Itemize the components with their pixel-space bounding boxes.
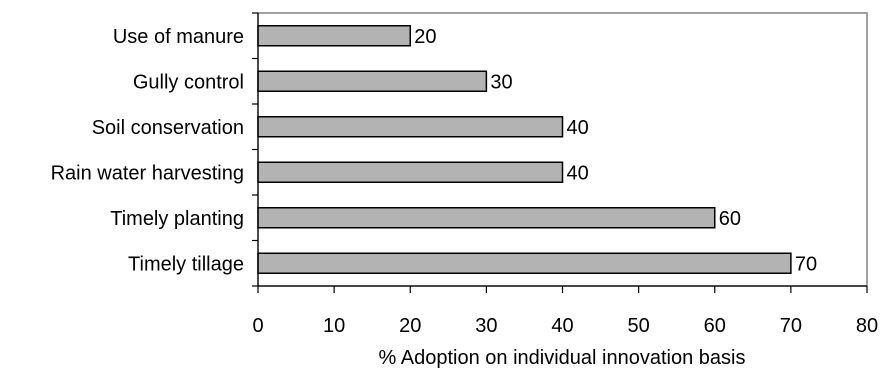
category-label: Timely planting — [110, 208, 244, 230]
y-axis-ticks — [252, 12, 258, 287]
category-labels: Use of manure Gully control Soil conservat… — [51, 26, 244, 276]
data-label: 40 — [567, 162, 589, 184]
x-tick-label: 0 — [252, 315, 263, 337]
category-label: Gully control — [133, 71, 244, 93]
bar — [257, 161, 564, 183]
x-tick-label: 70 — [780, 315, 802, 337]
bar — [257, 116, 564, 138]
data-label: 70 — [795, 253, 817, 275]
x-tick-label: 10 — [323, 315, 345, 337]
x-tick-label: 20 — [399, 315, 421, 337]
data-label: 40 — [567, 117, 589, 139]
data-label: 30 — [490, 71, 512, 93]
x-axis-ticks: 0 10 20 30 40 50 60 70 80 — [252, 286, 878, 337]
category-label: Timely tillage — [128, 253, 244, 275]
bars-group — [257, 25, 792, 274]
data-labels: 20 30 40 40 60 70 — [414, 26, 817, 276]
data-label: 60 — [719, 208, 741, 230]
category-label: Soil conservation — [92, 117, 244, 139]
x-tick-label: 40 — [551, 315, 573, 337]
x-tick-label: 80 — [856, 315, 878, 337]
plot-frame — [257, 12, 868, 287]
x-tick-label: 50 — [628, 315, 650, 337]
x-tick-label: 60 — [704, 315, 726, 337]
data-label: 20 — [414, 26, 436, 48]
bar — [257, 252, 792, 274]
category-label: Rain water harvesting — [51, 162, 244, 184]
x-tick-label: 30 — [475, 315, 497, 337]
category-label: Use of manure — [113, 26, 244, 48]
bar — [257, 207, 716, 229]
bar — [257, 25, 411, 47]
x-axis-title: % Adoption on individual innovation basi… — [379, 347, 746, 369]
bar — [257, 70, 488, 92]
